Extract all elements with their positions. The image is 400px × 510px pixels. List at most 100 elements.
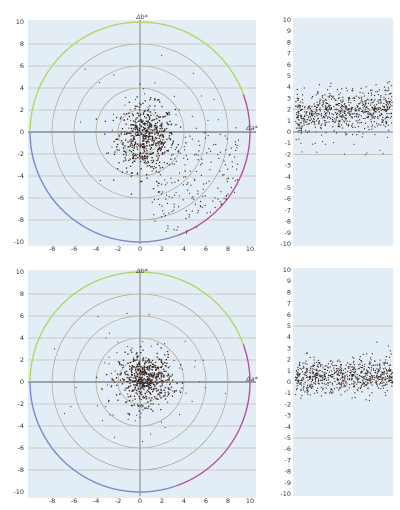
data-point <box>193 198 195 200</box>
data-point <box>344 385 346 387</box>
data-point <box>159 135 161 137</box>
data-point <box>384 376 386 378</box>
data-point <box>142 371 144 374</box>
data-point <box>128 127 130 129</box>
data-point <box>369 367 371 369</box>
data-point <box>388 364 390 366</box>
data-point <box>151 201 153 203</box>
data-point <box>298 105 300 107</box>
data-point <box>388 81 390 83</box>
data-point <box>138 410 140 412</box>
data-point <box>136 127 139 129</box>
data-point <box>198 140 200 142</box>
bottom-polar-points <box>53 312 226 442</box>
data-point <box>147 126 150 129</box>
data-point <box>317 93 319 95</box>
data-point <box>134 143 137 145</box>
data-point <box>183 176 185 178</box>
data-point <box>166 202 168 204</box>
data-point <box>345 114 347 116</box>
data-point <box>379 115 381 117</box>
data-point <box>165 194 168 196</box>
data-point <box>387 345 389 347</box>
data-point <box>383 124 385 126</box>
data-point <box>310 386 312 388</box>
data-point <box>367 372 369 374</box>
data-point <box>369 109 371 111</box>
data-point <box>355 116 357 118</box>
data-point <box>347 362 349 364</box>
data-point <box>223 174 225 176</box>
data-point <box>158 182 160 184</box>
data-point <box>149 124 152 126</box>
data-point <box>380 374 382 376</box>
data-point <box>132 359 135 361</box>
data-point <box>368 399 371 402</box>
data-point <box>151 129 154 132</box>
data-point <box>142 123 144 125</box>
x-tick-label: 8 <box>226 245 230 253</box>
data-point <box>315 373 317 375</box>
data-point <box>160 347 162 349</box>
data-point <box>332 361 334 363</box>
data-point <box>130 379 132 382</box>
data-point <box>327 377 329 379</box>
data-point <box>169 366 171 368</box>
data-point <box>159 366 161 368</box>
data-point <box>160 379 162 382</box>
data-point <box>325 107 327 109</box>
data-point <box>363 365 365 368</box>
data-point <box>204 132 206 134</box>
data-point <box>390 369 392 371</box>
y-tick-label: 4 <box>20 84 24 92</box>
data-point <box>134 387 136 389</box>
data-point <box>324 368 327 370</box>
data-point <box>311 113 313 115</box>
data-point <box>378 108 380 111</box>
data-point <box>130 151 133 153</box>
data-point <box>376 383 378 385</box>
rim-arc-green <box>29 21 245 133</box>
data-point <box>389 369 391 371</box>
data-point <box>147 130 149 133</box>
data-point <box>127 362 129 364</box>
data-point <box>389 380 391 382</box>
data-point <box>341 375 343 377</box>
data-point <box>344 110 346 112</box>
data-point <box>346 389 348 391</box>
data-point <box>158 99 160 101</box>
data-point <box>139 157 141 160</box>
data-point <box>164 141 166 143</box>
data-point <box>136 365 138 368</box>
data-point <box>126 312 128 314</box>
data-point <box>373 375 375 377</box>
data-point <box>133 373 136 375</box>
y-tick-label: 3 <box>287 94 291 102</box>
data-point <box>380 381 382 384</box>
data-point <box>175 160 177 162</box>
data-point <box>306 367 308 370</box>
data-point <box>323 368 326 371</box>
data-point <box>136 352 138 354</box>
data-point <box>301 126 303 128</box>
data-point <box>300 116 302 118</box>
y-tick-label: 10 <box>16 268 24 276</box>
data-point <box>152 152 155 154</box>
data-point <box>140 119 143 121</box>
data-point <box>145 407 147 409</box>
data-point <box>300 397 302 399</box>
data-point <box>302 371 304 373</box>
data-point <box>150 393 152 395</box>
data-point <box>165 112 168 114</box>
data-point <box>157 99 159 101</box>
data-point <box>384 383 387 385</box>
data-point <box>139 380 142 382</box>
data-point <box>332 142 334 144</box>
data-point <box>322 106 324 108</box>
data-point <box>111 146 113 148</box>
data-point <box>200 174 202 176</box>
data-point <box>340 100 342 102</box>
data-point <box>148 366 150 368</box>
data-point <box>356 377 358 379</box>
